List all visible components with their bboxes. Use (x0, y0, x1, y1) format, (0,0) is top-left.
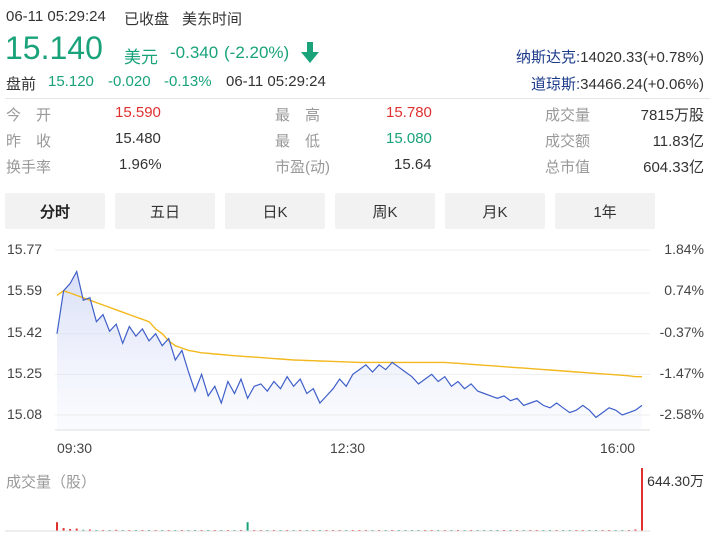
y-left-tick: 15.42 (7, 324, 43, 340)
y-right-tick: 0.74% (664, 282, 704, 298)
volume-bar (641, 468, 643, 531)
index-dow-name[interactable]: 道琼斯: (530, 76, 581, 93)
tab-five-day[interactable]: 五日 (115, 193, 215, 229)
y-right-tick: -0.37% (659, 324, 704, 340)
currency-label: 美元 (124, 48, 158, 67)
down-arrow-icon (301, 42, 319, 64)
y-right-tick: -1.47% (659, 365, 704, 381)
premarket-datetime: 06-11 05:29:24 (226, 73, 326, 90)
index-nasdaq-value: 14020.33(+0.78%) (580, 49, 704, 66)
price-change: -0.340 (170, 43, 219, 62)
tab-weekly-k[interactable]: 周K (335, 193, 435, 229)
x-tick-open: 09:30 (57, 440, 93, 456)
low-value: 15.080 (386, 130, 432, 147)
y-left-tick: 15.59 (7, 282, 43, 298)
tab-monthly-k[interactable]: 月K (445, 193, 545, 229)
open-label: 今 开 (6, 107, 52, 124)
pe-label: 市盈(动) (275, 159, 330, 176)
premarket-price: 15.120 (48, 73, 94, 90)
pe-value: 15.64 (394, 156, 432, 173)
amount-label: 成交额 (545, 133, 591, 150)
prev-close-value: 15.480 (115, 130, 161, 147)
timezone-label: 美东时间 (182, 11, 243, 28)
mcap-value: 604.33亿 (643, 159, 704, 176)
price-area (57, 271, 642, 430)
x-tick-mid: 12:30 (330, 440, 366, 456)
high-value: 15.780 (386, 104, 432, 121)
index-nasdaq-name[interactable]: 纳斯达克: (515, 49, 581, 66)
index-dow-value: 34466.24(+0.06%) (580, 76, 704, 93)
market-status: 已收盘 (124, 11, 170, 28)
volume-bar (246, 522, 249, 531)
prev-close-label: 昨 收 (6, 133, 52, 150)
tab-daily-k[interactable]: 日K (225, 193, 325, 229)
tab-intraday[interactable]: 分时 (5, 193, 105, 229)
volume-bar (56, 522, 58, 531)
volume-bar (62, 528, 65, 531)
quote-datetime: 06-11 05:29:24 (6, 8, 106, 25)
mcap-label: 总市值 (545, 159, 591, 176)
volume-value: 7815万股 (640, 107, 704, 124)
avg-price-line (56, 289, 642, 378)
y-right-tick: -2.58% (659, 406, 704, 422)
volume-bar (75, 528, 78, 531)
volume-bar (115, 529, 118, 531)
price-line (56, 269, 643, 419)
turnover-value: 1.96% (119, 156, 162, 173)
high-label: 最 高 (275, 107, 321, 124)
turnover-label: 换手率 (6, 159, 52, 176)
volume-bar (69, 529, 72, 531)
volume-bar (634, 529, 637, 531)
index-dow[interactable]: 道琼斯:34466.24(+0.06%) (531, 73, 704, 94)
volume-label: 成交量 (545, 107, 591, 124)
open-value: 15.590 (115, 104, 161, 121)
premarket-change: -0.020 (108, 73, 151, 90)
tab-one-year[interactable]: 1年 (555, 193, 655, 229)
amount-value: 11.83亿 (652, 133, 704, 150)
volume-chart-label: 成交量（股） (6, 474, 97, 491)
premarket-label: 盘前 (6, 76, 37, 93)
y-right-tick: 1.84% (664, 241, 704, 257)
volume-bar (82, 529, 85, 531)
y-left-tick: 15.08 (7, 406, 43, 422)
index-nasdaq[interactable]: 纳斯达克:14020.33(+0.78%) (516, 46, 704, 67)
low-label: 最 低 (275, 133, 321, 150)
x-tick-close: 16:00 (600, 440, 636, 456)
volume-bar (88, 529, 91, 531)
premarket-change-pct: -0.13% (164, 73, 212, 90)
y-left-tick: 15.25 (7, 365, 43, 381)
y-left-tick: 15.77 (7, 241, 43, 257)
current-price: 15.140 (5, 30, 103, 66)
divider (5, 98, 710, 99)
price-change-pct: (-2.20%) (224, 43, 290, 62)
volume-max-label: 644.30万 (647, 473, 704, 489)
